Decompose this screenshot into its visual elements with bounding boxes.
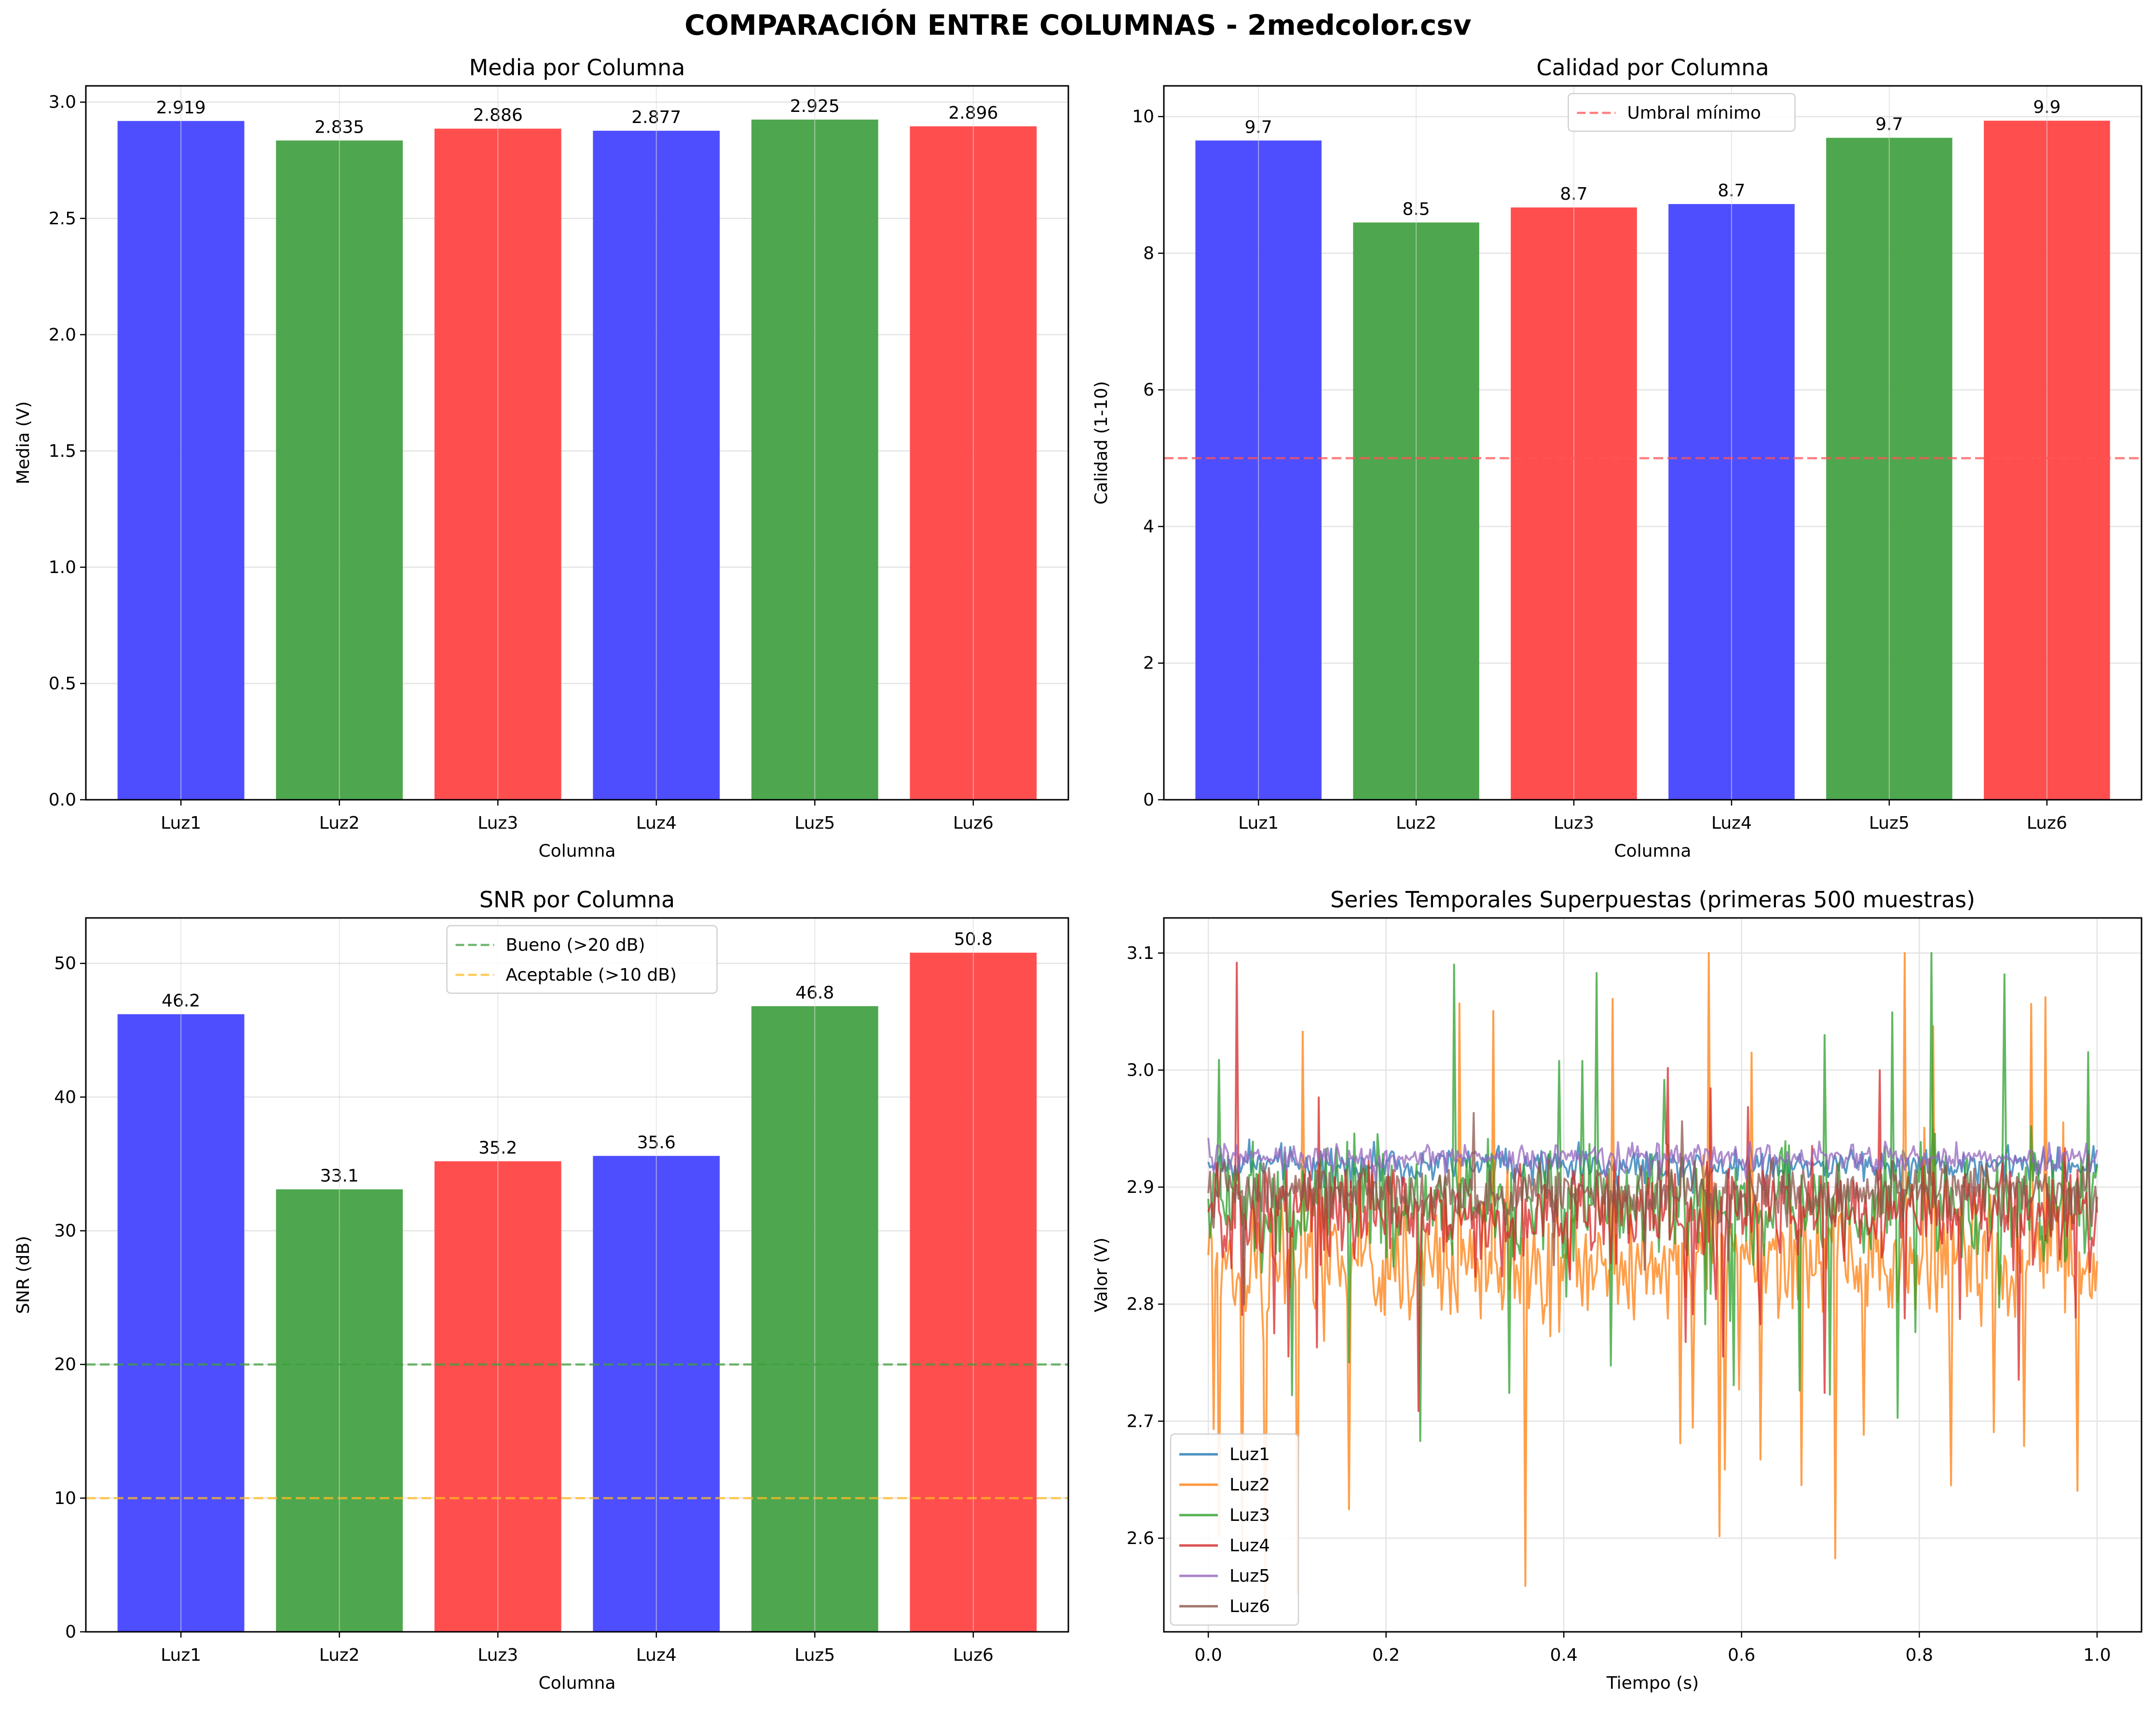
- x-axis-label-3: Tiempo (s): [1606, 1673, 1699, 1693]
- y-tick-label: 30: [54, 1221, 76, 1241]
- x-tick-label: Luz3: [1554, 813, 1594, 833]
- x-tick-label: 0.8: [1906, 1645, 1933, 1665]
- line-chart-3: 2.6 2.7 2.8 2.9 3.0 3.1 Series Temporales Supe…: [1092, 887, 2142, 1693]
- y-tick-label: 0.0: [49, 790, 76, 810]
- x-tick-label: Luz6: [2027, 813, 2067, 833]
- x-tick-label: Luz3: [478, 813, 518, 833]
- legend: Bueno (>20 dB) Aceptable (>10 dB): [446, 925, 718, 994]
- x-tick-label: Luz4: [636, 1645, 677, 1665]
- chart-title-1: Calidad por Columna: [1536, 55, 1769, 81]
- legend: Umbral mínimo: [1568, 93, 1796, 132]
- x-tick-label: 0.2: [1372, 1645, 1400, 1665]
- y-axis-label-3: Valor (V): [1092, 1238, 1111, 1313]
- x-tick-label: Luz3: [478, 1645, 518, 1665]
- y-tick-label: 4: [1143, 517, 1154, 536]
- legend-box: [446, 925, 718, 994]
- x-tick-label: Luz4: [636, 813, 677, 833]
- axes-frame: [85, 917, 1069, 1633]
- y-tick-label: 50: [54, 954, 76, 973]
- chart-title-0: Media por Columna: [469, 55, 685, 81]
- y-tick-label: 2.6: [1127, 1529, 1154, 1548]
- x-axis-label-2: Columna: [539, 1673, 616, 1693]
- x-tick-label: Luz2: [1396, 813, 1436, 833]
- legend-label: Luz5: [1229, 1566, 1270, 1586]
- y-tick-label: 20: [54, 1355, 76, 1375]
- y-tick-label: 2.7: [1127, 1411, 1154, 1431]
- legend-label: Luz1: [1229, 1445, 1270, 1464]
- x-tick-label: Luz5: [794, 1645, 835, 1665]
- x-tick-label: Luz6: [953, 813, 994, 833]
- y-axis-label-1: Calidad (1-10): [1092, 381, 1111, 505]
- bar-chart-2: 0 10 20 30 40 50 SNR por Columna Columna SNR (dB…: [14, 887, 1069, 1693]
- y-tick-label: 1.5: [49, 441, 76, 461]
- y-tick-label: 0: [65, 1622, 76, 1642]
- series-line-luz2: [1207, 952, 2098, 1610]
- chart-title-3: Series Temporales Superpuestas (primeras…: [1330, 887, 1975, 913]
- x-tick-label: 0.6: [1728, 1645, 1755, 1665]
- y-tick-label: 10: [54, 1489, 76, 1508]
- y-tick-label: 10: [1132, 107, 1154, 127]
- bar-chart-0: 0.0 0.5 1.0 1.5 2.0 2.5 3.0 Media por Columna Co…: [14, 55, 1069, 861]
- series-line-luz5: [1207, 1137, 2098, 1184]
- axes-frame: [1163, 917, 2142, 1633]
- y-tick-label: 0: [1143, 790, 1154, 810]
- legend-label: Luz6: [1229, 1597, 1270, 1616]
- y-axis-label-0: Media (V): [14, 401, 33, 484]
- legend-label: Luz3: [1229, 1505, 1270, 1525]
- x-axis-label-1: Columna: [1614, 841, 1692, 861]
- legend-label: Umbral mínimo: [1627, 103, 1761, 123]
- x-tick-label: Luz4: [1711, 813, 1752, 833]
- series-line-luz6: [1207, 1112, 2098, 1306]
- x-tick-label: 0.0: [1195, 1645, 1222, 1665]
- legend-label: Bueno (>20 dB): [506, 935, 645, 955]
- legend-box: [1170, 1433, 1299, 1626]
- bar-chart-1: 0 2 4 6 8 10 Calidad por Columna Columna Calidad…: [1092, 55, 2142, 861]
- x-tick-label: Luz6: [953, 1645, 994, 1665]
- x-tick-label: 0.4: [1550, 1645, 1578, 1665]
- y-axis-label-2: SNR (dB): [14, 1236, 33, 1314]
- y-tick-label: 0.5: [49, 674, 76, 694]
- y-tick-label: 6: [1143, 380, 1154, 400]
- x-tick-label: Luz1: [161, 813, 201, 833]
- y-tick-label: 8: [1143, 244, 1154, 263]
- x-tick-label: Luz1: [161, 1645, 201, 1665]
- x-axis-label-0: Columna: [539, 841, 616, 861]
- y-tick-label: 1.0: [49, 558, 76, 577]
- x-tick-label: Luz5: [794, 813, 835, 833]
- legend-label: Luz2: [1229, 1475, 1270, 1495]
- legend-box: [1568, 93, 1796, 132]
- legend-label: Luz4: [1229, 1536, 1270, 1556]
- y-tick-label: 40: [54, 1087, 76, 1107]
- y-tick-label: 3.0: [49, 93, 76, 112]
- y-tick-label: 2.5: [49, 209, 76, 229]
- x-tick-label: Luz1: [1238, 813, 1279, 833]
- x-tick-label: Luz2: [319, 813, 360, 833]
- y-tick-label: 2.8: [1127, 1295, 1154, 1314]
- legend-label: Aceptable (>10 dB): [506, 965, 677, 985]
- y-tick-label: 2: [1143, 654, 1154, 673]
- y-tick-label: 3.0: [1127, 1060, 1154, 1080]
- x-tick-label: Luz5: [1869, 813, 1910, 833]
- x-tick-label: 1.0: [2083, 1645, 2111, 1665]
- y-tick-label: 2.9: [1127, 1177, 1154, 1197]
- x-tick-label: Luz2: [319, 1645, 360, 1665]
- axes-frame: [1163, 85, 2142, 801]
- y-tick-label: 3.1: [1127, 943, 1154, 963]
- y-tick-label: 2.0: [49, 325, 76, 345]
- figure-suptitle: COMPARACIÓN ENTRE COLUMNAS - 2medcolor.c…: [684, 8, 1472, 41]
- chart-title-2: SNR por Columna: [479, 887, 675, 913]
- legend: Luz1 Luz2 Luz3 Luz4 Luz5 Luz6: [1170, 1433, 1299, 1626]
- axes-frame: [85, 85, 1069, 801]
